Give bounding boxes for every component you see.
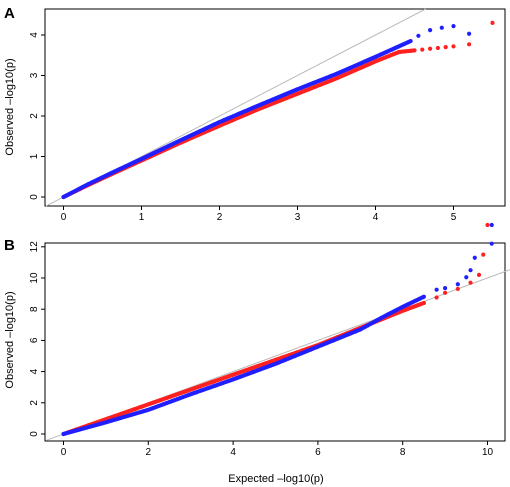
- panel-a-y-axis: 0 1 2 3 4: [29, 32, 45, 200]
- data-point: [451, 23, 456, 29]
- x-tick-label: 0: [61, 212, 67, 223]
- data-point: [428, 28, 433, 33]
- x-tick-label: 4: [230, 447, 236, 458]
- data-point: [489, 222, 494, 228]
- panel-a-label: A: [4, 5, 15, 22]
- data-point: [481, 252, 486, 257]
- data-point: [472, 255, 477, 260]
- panel-b-x-axis-title: Expected –log10(p): [228, 473, 323, 485]
- data-point: [468, 268, 473, 273]
- data-point: [408, 38, 413, 44]
- panel-a-points: [61, 20, 495, 200]
- data-point: [434, 295, 439, 300]
- y-tick-label: 10: [29, 272, 40, 284]
- data-point: [451, 44, 456, 49]
- y-tick-label: 8: [29, 306, 40, 312]
- data-point: [467, 31, 472, 36]
- panel-a: A 0 1 2 3 4 5 0 1 2 3 4 Observed –log10(p): [4, 5, 506, 223]
- data-point: [455, 282, 460, 287]
- data-point: [489, 241, 494, 246]
- data-point: [455, 286, 460, 292]
- x-tick-label: 5: [451, 212, 457, 223]
- y-tick-label: 4: [29, 368, 40, 374]
- data-point: [421, 300, 426, 306]
- data-point: [490, 20, 495, 25]
- data-point: [434, 287, 439, 292]
- y-tick-label: 0: [29, 431, 40, 437]
- x-tick-label: 6: [315, 447, 321, 458]
- x-tick-label: 2: [146, 447, 152, 458]
- y-tick-label: 1: [29, 153, 40, 159]
- panel-a-y-axis-title: Observed –log10(p): [4, 58, 16, 155]
- series-1: [61, 20, 495, 200]
- panel-b-label: B: [4, 237, 15, 254]
- data-point: [428, 46, 433, 51]
- x-tick-label: 2: [217, 212, 223, 223]
- data-point: [443, 286, 448, 291]
- panel-b-points: [61, 222, 494, 437]
- data-point: [476, 272, 482, 277]
- y-tick-label: 4: [29, 32, 40, 38]
- data-point: [464, 275, 469, 280]
- data-point: [468, 280, 473, 285]
- data-point: [435, 45, 440, 51]
- panel-b: B 0 2 4 6 8 10 0 2 4 6 8 10 12 Observed –log10(p) E…: [4, 222, 510, 485]
- x-tick-label: 0: [61, 447, 67, 458]
- series-2: [61, 222, 494, 437]
- data-point: [485, 222, 490, 228]
- panel-a-plot-frame: [44, 8, 506, 207]
- panel-b-y-axis-title: Observed –log10(p): [4, 291, 16, 388]
- data-point: [439, 25, 444, 30]
- data-point: [443, 45, 448, 50]
- y-tick-label: 12: [29, 241, 40, 253]
- y-tick-label: 0: [29, 194, 40, 200]
- panel-a-x-axis: 0 1 2 3 4 5: [61, 206, 457, 223]
- series-2: [61, 23, 472, 200]
- x-tick-label: 4: [373, 212, 379, 223]
- x-tick-label: 3: [295, 212, 301, 223]
- y-tick-label: 3: [29, 72, 40, 78]
- data-point: [467, 42, 472, 47]
- data-point: [421, 294, 426, 299]
- panel-b-plot-frame: [44, 242, 506, 442]
- panel-b-y-axis: 0 2 4 6 8 10 12: [29, 241, 45, 437]
- data-point: [412, 48, 417, 53]
- x-tick-label: 8: [400, 447, 406, 458]
- x-tick-label: 1: [139, 212, 145, 223]
- panel-b-x-axis: 0 2 4 6 8 10: [61, 441, 494, 458]
- data-point: [416, 33, 421, 38]
- data-point: [420, 47, 425, 52]
- y-tick-label: 6: [29, 337, 40, 343]
- y-tick-label: 2: [29, 400, 40, 406]
- series-1: [61, 222, 490, 437]
- data-point: [443, 290, 448, 295]
- y-tick-label: 2: [29, 113, 40, 119]
- x-tick-label: 10: [482, 447, 494, 458]
